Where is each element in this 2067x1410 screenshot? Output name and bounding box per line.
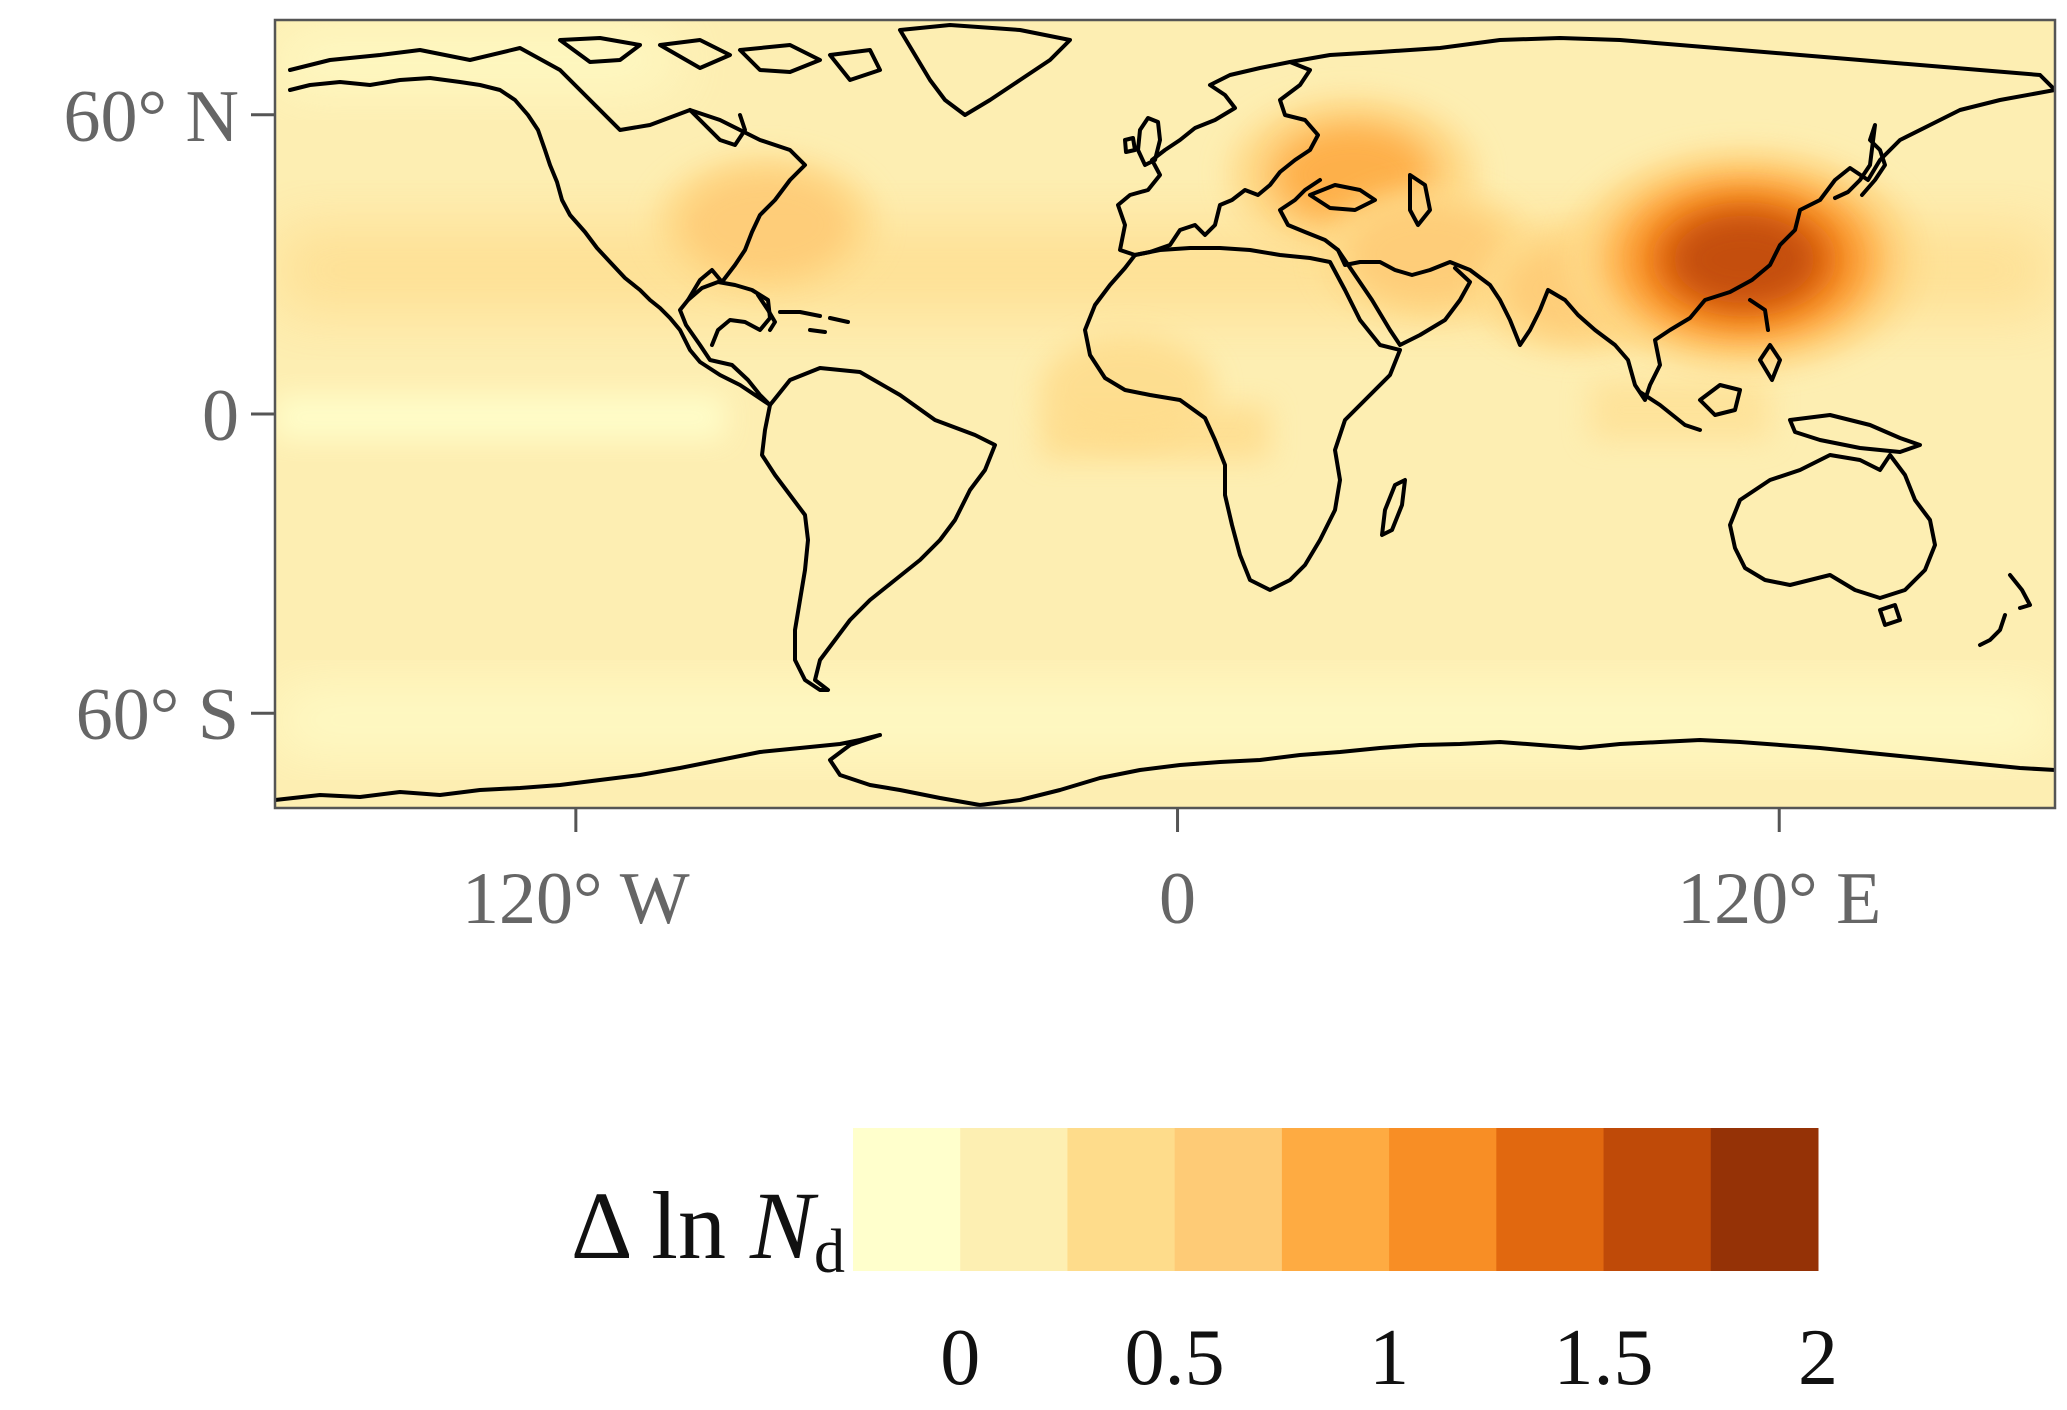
latitude-axis: 60° N 0 60° S <box>63 76 275 756</box>
colorbar-bins <box>853 1128 1819 1271</box>
southern-ocean-low <box>275 690 2055 750</box>
coast-southeast-asia-islands <box>1638 298 1922 454</box>
colorbar-bin <box>1710 1128 1819 1271</box>
colorbar-bin <box>1389 1128 1497 1271</box>
lon-tick-label: 120° E <box>1677 858 1881 940</box>
coast-black-caspian <box>1308 173 1432 227</box>
colorbar-bin <box>853 1128 961 1271</box>
coast-new-zealand <box>1978 573 2032 647</box>
colorbar-tick-label: 1.5 <box>1554 1314 1654 1402</box>
colorbar-tick-label: 0 <box>940 1314 980 1402</box>
colorbar-bin <box>1603 1128 1712 1271</box>
tropical-pacific-low <box>275 395 725 440</box>
legend-title-subscript: d <box>814 1218 845 1286</box>
coast-uk <box>1123 116 1162 167</box>
coast-australia <box>1728 453 1937 627</box>
coast-asia <box>1278 36 2055 402</box>
colorbar-ticks: 0 0.5 1 1.5 2 <box>940 1314 1838 1402</box>
legend-title: Δ ln Nd <box>571 1172 845 1286</box>
lat-tick-label: 0 <box>202 375 239 457</box>
colorbar-bin <box>1067 1128 1176 1271</box>
hotspot-east-china <box>1566 149 1923 370</box>
map-panel <box>275 20 2055 808</box>
coast-africa <box>1083 246 1402 592</box>
hotspot-contour <box>1673 215 1815 304</box>
coast-south-america <box>760 366 997 692</box>
coast-hudson-bay <box>688 108 747 147</box>
coast-north-america <box>288 46 807 407</box>
colorbar-tick-label: 0.5 <box>1125 1314 1225 1402</box>
coast-arabia <box>1336 248 1472 347</box>
colorbar-legend: Δ ln Nd 0 0.5 1 1.5 2 <box>571 1128 1838 1402</box>
coast-arctic-islands <box>558 36 882 82</box>
coast-japan <box>1833 123 1887 200</box>
coast-florida <box>756 293 777 332</box>
colorbar-bin <box>1174 1128 1283 1271</box>
coast-madagascar <box>1380 478 1407 537</box>
lon-tick-label: 120° W <box>462 858 690 940</box>
coast-antarctica <box>275 733 2055 807</box>
lat-tick-label: 60° N <box>63 76 239 158</box>
coast-caribbean <box>778 310 850 334</box>
coastlines <box>275 23 2055 807</box>
hotspot-contour <box>680 171 853 278</box>
hotspot-eastern-north-america <box>654 155 878 294</box>
maritime-continent-band <box>1590 380 1770 440</box>
colorbar-tick-label: 1 <box>1369 1314 1409 1402</box>
colorbar-bin <box>960 1128 1068 1271</box>
legend-title-main: Δ ln <box>571 1172 750 1279</box>
legend-title-variable: N <box>749 1172 819 1279</box>
colorbar-tick-label: 2 <box>1798 1314 1838 1402</box>
hotspots <box>654 96 1923 444</box>
colorbar-bin <box>1281 1128 1390 1271</box>
lon-tick-label: 0 <box>1159 858 1196 940</box>
coast-greenland <box>898 23 1072 117</box>
longitude-axis: 120° W 0 120° E <box>462 808 1881 940</box>
colorbar-bin <box>1496 1128 1605 1271</box>
lat-tick-label: 60° S <box>76 674 239 756</box>
